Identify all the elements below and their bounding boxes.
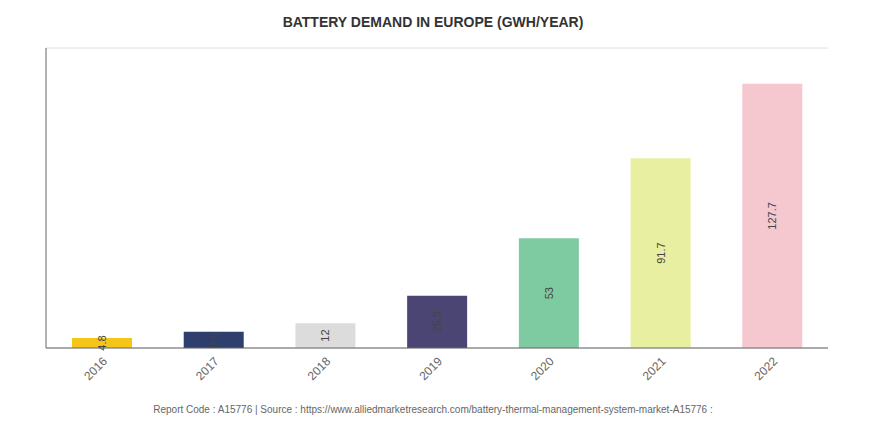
svg-text:2019: 2019: [416, 354, 445, 383]
svg-text:53: 53: [543, 287, 555, 299]
svg-text:2021: 2021: [640, 354, 669, 383]
svg-text:4.8: 4.8: [96, 335, 108, 350]
svg-text:12: 12: [319, 329, 331, 341]
svg-text:91.7: 91.7: [655, 242, 667, 263]
html-text:BATTERY DEMAND IN EUROPE (GWH/: BATTERY DEMAND IN EUROPE (GWH/YEAR): [282, 14, 584, 30]
svg-text:2022: 2022: [752, 354, 781, 383]
svg-text:2020: 2020: [528, 354, 557, 383]
svg-text:2018: 2018: [305, 354, 334, 383]
html-text:Report Code : A15776 | Source: Report Code : A15776 | Source : https://…: [153, 404, 713, 415]
svg-text:25.3: 25.3: [431, 311, 443, 332]
svg-text:2017: 2017: [193, 354, 222, 383]
svg-text:127.7: 127.7: [766, 202, 778, 230]
svg-text:7.8: 7.8: [208, 332, 220, 347]
svg-text:2016: 2016: [81, 354, 110, 383]
